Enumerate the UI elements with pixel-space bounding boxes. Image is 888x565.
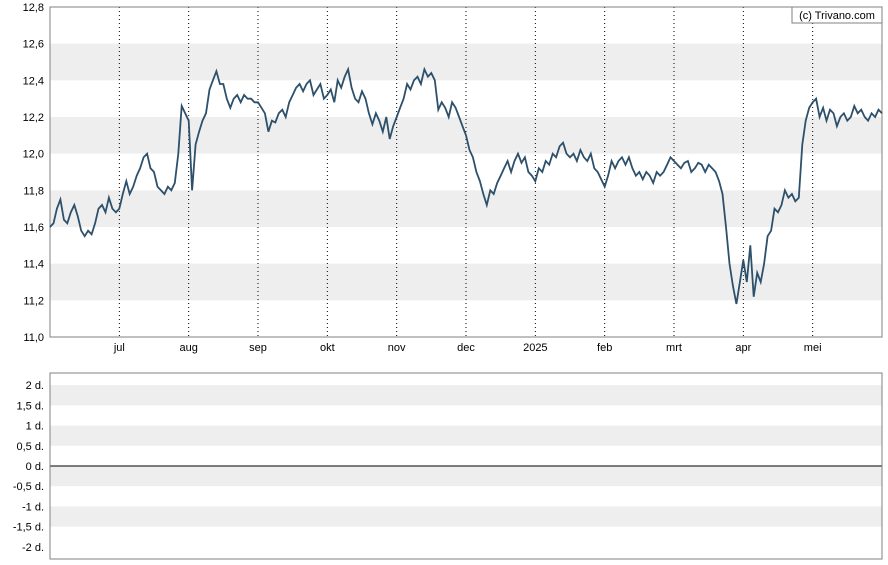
sub-y-tick-label: 1,5 d.: [16, 400, 44, 412]
main-y-tick-label: 11,0: [23, 332, 44, 344]
sub-grid-band: [50, 466, 882, 486]
main-y-tick-label: 12,4: [23, 75, 44, 87]
sub-grid-band: [50, 426, 882, 446]
main-x-tick-label: okt: [320, 342, 335, 354]
sub-y-tick-label: 2 d.: [26, 380, 44, 392]
main-x-tick-label: dec: [457, 342, 475, 354]
main-x-tick-label: aug: [179, 342, 197, 354]
main-y-tick-label: 11,4: [23, 259, 44, 271]
main-y-tick-label: 11,6: [23, 222, 44, 234]
main-x-tick-label: jul: [113, 342, 125, 354]
main-grid-band: [50, 44, 882, 81]
sub-y-tick-label: 0,5 d.: [16, 441, 44, 453]
main-y-tick-label: 12,8: [23, 2, 44, 14]
main-x-tick-label: feb: [597, 342, 612, 354]
sub-grid-band: [50, 506, 882, 526]
sub-y-tick-label: 1 d.: [26, 421, 44, 433]
main-x-tick-label: sep: [249, 342, 267, 354]
sub-y-tick-label: -2 d.: [22, 542, 44, 554]
sub-y-tick-label: -1,5 d.: [13, 522, 44, 534]
main-grid-band: [50, 264, 882, 301]
sub-y-tick-label: 0 d.: [26, 461, 44, 473]
sub-y-tick-label: -0,5 d.: [13, 481, 44, 493]
main-y-tick-label: 12,0: [23, 149, 44, 161]
attribution-text: (c) Trivano.com: [799, 10, 875, 22]
stock-chart-container: 11,0 11,2 11,4 11,6 11,8 12,0 12,2 12,4 12,6 12,8…: [0, 0, 888, 565]
sub-y-tick-label: -1 d.: [22, 501, 44, 513]
main-y-tick-label: 11,8: [23, 185, 44, 197]
main-x-tick-label: 2025: [523, 342, 547, 354]
main-x-tick-label: nov: [388, 342, 406, 354]
main-y-tick-label: 12,6: [23, 39, 44, 51]
main-x-tick-label: mrt: [666, 342, 682, 354]
chart-svg: 11,0 11,2 11,4 11,6 11,8 12,0 12,2 12,4 12,6 12,8…: [0, 0, 888, 565]
main-x-tick-label: apr: [735, 342, 751, 354]
sub-grid-band: [50, 385, 882, 405]
main-x-tick-label: mei: [804, 342, 822, 354]
main-y-tick-label: 11,2: [23, 295, 44, 307]
main-y-tick-label: 12,2: [23, 112, 44, 124]
